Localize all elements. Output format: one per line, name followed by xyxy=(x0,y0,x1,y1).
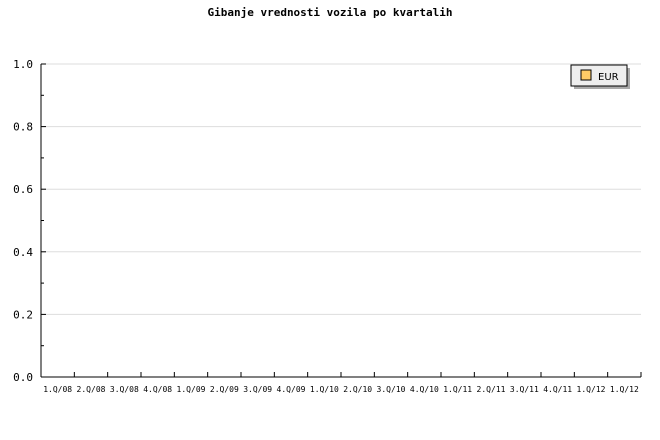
x-tick-label: 4.Q/11 xyxy=(543,385,572,394)
legend-swatch-eur xyxy=(580,69,592,81)
x-tick-label: 2.Q/08 xyxy=(77,385,106,394)
x-tick-label: 1.Q/08 xyxy=(43,385,72,394)
x-tick-label: 3.Q/11 xyxy=(510,385,539,394)
x-tick-label: 3.Q/09 xyxy=(243,385,272,394)
x-tick-label: 4.Q/10 xyxy=(410,385,439,394)
y-tick-label: 0.6 xyxy=(13,183,33,196)
legend-label-eur: EUR xyxy=(598,72,619,83)
x-tick-label: 1.Q/12 xyxy=(610,385,639,394)
x-tick-label: 1.Q/11 xyxy=(443,385,472,394)
y-tick-label: 0.8 xyxy=(13,121,33,134)
x-tick-label: 1.Q/10 xyxy=(310,385,339,394)
x-tick-label: 1.Q/09 xyxy=(177,385,206,394)
x-tick-label: 2.Q/10 xyxy=(343,385,372,394)
chart-title: Gibanje vrednosti vozila po kvartalih xyxy=(207,6,452,19)
x-tick-label: 4.Q/09 xyxy=(277,385,306,394)
y-tick-label: 0.2 xyxy=(13,308,33,321)
x-tick-label: 1.Q/12 xyxy=(577,385,606,394)
x-tick-label: 2.Q/11 xyxy=(477,385,506,394)
x-tick-label: 4.Q/08 xyxy=(143,385,172,394)
x-tick-label: 3.Q/10 xyxy=(377,385,406,394)
x-tick-label: 2.Q/09 xyxy=(210,385,239,394)
legend: EUR xyxy=(570,64,630,89)
y-tick-label: 0.4 xyxy=(13,246,33,259)
y-tick-label: 0.0 xyxy=(13,371,33,384)
x-tick-label: 3.Q/08 xyxy=(110,385,139,394)
y-tick-label: 1.0 xyxy=(13,58,33,71)
